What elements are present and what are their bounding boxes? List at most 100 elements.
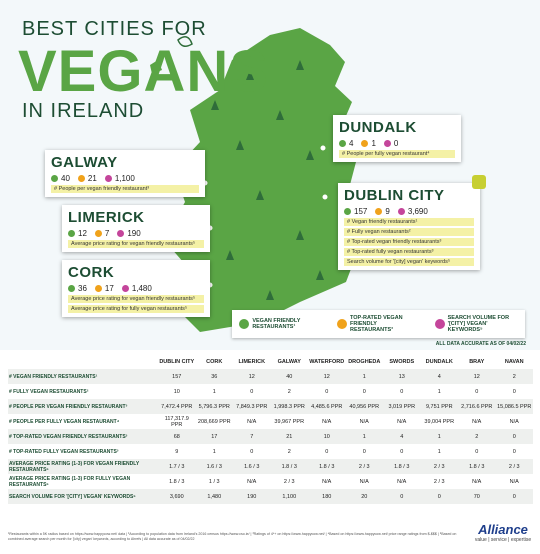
table-cell: 1 / 3 — [208, 478, 220, 485]
row-label: # TOP-RATED VEGAN FRIENDLY RESTAURANTS³ — [8, 429, 158, 444]
value-icon — [77, 175, 85, 183]
table-cell: 1.8 / 3 — [458, 459, 496, 474]
table-cell: N/A — [322, 478, 332, 485]
table-cell: 3,019 PPR — [383, 399, 421, 414]
column-header: CORK — [206, 358, 223, 365]
value-text: 9 — [385, 207, 390, 216]
value-item: 1,480 — [121, 284, 152, 293]
value-text: 7 — [104, 229, 110, 238]
table-cell: 1,998.3 PPR — [270, 399, 308, 414]
table-cell: 1 — [437, 388, 441, 395]
row-label: # PEOPLE PER FULLY VEGAN RESTAURANT⁴ — [9, 418, 120, 425]
legend-icon — [434, 319, 445, 329]
table-cell: 10 — [308, 429, 346, 444]
row-label: # TOP-RATED FULLY VEGAN RESTAURANTS³ — [9, 448, 119, 455]
table-row: # PEOPLE PER VEGAN FRIENDLY RESTAURANT³ 7… — [8, 399, 533, 414]
column-header: DROGHEDA — [348, 358, 381, 365]
value-text: 21 — [87, 174, 97, 183]
table-cell: 4 — [383, 429, 421, 444]
table-cell: 12 — [233, 369, 271, 384]
value-icon — [94, 230, 102, 238]
value-icon — [104, 175, 112, 183]
row-label: # PEOPLE PER VEGAN FRIENDLY RESTAURANT³ — [8, 399, 158, 414]
table-cell: 0 — [400, 388, 404, 395]
table-cell: 20 — [345, 489, 383, 504]
logo: Alliance value | service | expertise — [470, 522, 536, 543]
value-text: 40 — [61, 174, 70, 183]
value-icon — [344, 208, 351, 216]
value-item: 1,100 — [104, 174, 135, 183]
city-name: DUNDALK — [339, 119, 417, 136]
row-label: # FULLY VEGAN RESTAURANTS² — [9, 388, 89, 395]
value-icon — [339, 140, 346, 148]
city-card: DUBLIN CITY 157 9 3,690 # Vegan friendly res… — [338, 175, 486, 270]
legend: VEGAN FRIENDLY RESTAURANTS¹ TOP-RATED VEG… — [232, 310, 525, 338]
value-icon — [117, 230, 125, 238]
column-header: DUNDALK — [425, 358, 453, 365]
column-header: BRAY — [469, 358, 485, 365]
row-label: SEARCH VOLUME FOR '[CITY] VEGAN' KEYWORD… — [8, 489, 158, 504]
value-item: 36 — [68, 284, 87, 293]
legend-item: TOP-RATED VEGAN FRIENDLY RESTAURANTS³ — [336, 315, 420, 333]
table-cell: 1 — [345, 369, 383, 384]
table-cell: 4 — [420, 369, 458, 384]
table-cell: 70 — [458, 489, 496, 504]
table-cell: 2 / 3 — [283, 478, 295, 485]
city-card: LIMERICK 12 7 190 Average price rating for v… — [62, 205, 210, 252]
table-cell: N/A — [472, 418, 482, 425]
value-item: 0 — [383, 139, 399, 148]
data-table: DUBLIN CITY CORK LIMERICK GALWAY WATERFORD DR… — [8, 354, 533, 504]
value-icon — [361, 140, 369, 148]
table-cell: 3,690 — [158, 489, 196, 504]
table-cell: 17 — [195, 429, 233, 444]
table-cell: 1.8 / 3 — [308, 459, 346, 474]
table-cell: 10 — [173, 388, 180, 395]
table-cell: 1 — [212, 448, 216, 455]
table-wrap: DUBLIN CITY CORK LIMERICK GALWAY WATERFORD DR… — [8, 354, 533, 504]
table-cell: N/A — [359, 418, 369, 425]
table-cell: N/A — [359, 478, 369, 485]
table-cell: 12 — [308, 369, 346, 384]
table-cell: 2 / 3 — [420, 459, 458, 474]
value-icon — [94, 285, 102, 293]
legend-icon — [239, 319, 250, 329]
table-row: # VEGAN FRIENDLY RESTAURANTS¹ 157 36 12 40 12… — [8, 369, 533, 384]
table-cell: 0 — [420, 489, 458, 504]
table-cell: N/A — [472, 478, 482, 485]
city-values: 36 17 1,480 — [68, 284, 204, 293]
value-text: 1,480 — [131, 284, 152, 293]
table-cell: 1 — [437, 448, 441, 455]
table-cell: 1.8 / 3 — [169, 478, 185, 485]
trees — [211, 60, 324, 300]
city-name: CORK — [68, 264, 115, 281]
city-values: 157 9 3,690 — [344, 207, 474, 216]
table-cell: 0 — [475, 388, 479, 395]
city-values: 12 7 190 — [68, 229, 204, 238]
header-empty — [8, 354, 158, 369]
table-cell: N/A — [509, 478, 519, 485]
column-header: DUBLIN CITY — [159, 358, 195, 365]
table-cell: 15,086.5 PPR — [495, 399, 533, 414]
table-cell: 39,967 PPR — [274, 418, 305, 425]
column-header: GALWAY — [277, 358, 301, 365]
value-icon — [68, 285, 75, 293]
table-cell: 0 — [250, 388, 254, 395]
value-text: 0 — [393, 139, 399, 148]
table-cell: 2 — [458, 429, 496, 444]
value-item: 3,690 — [397, 207, 428, 216]
table-cell: 1 — [212, 388, 216, 395]
table-cell: 12 — [458, 369, 496, 384]
city-note: # Top-rated fully vegan restaurants³ — [344, 248, 474, 256]
table-cell: 0 — [495, 429, 533, 444]
legend-text: SEARCH VOLUME FOR '[CITY] VEGAN' KEYWORD… — [447, 315, 510, 333]
city-name: LIMERICK — [68, 209, 145, 226]
table-cell: 1.6 / 3 — [233, 459, 271, 474]
table-cell: 0 — [475, 448, 479, 455]
city-name: GALWAY — [51, 154, 118, 171]
table-cell: 1.8 / 3 — [270, 459, 308, 474]
column-header: SWORDS — [389, 358, 415, 365]
table-cell: 9,751 PPR — [420, 399, 458, 414]
value-item: 12 — [68, 229, 87, 238]
value-icon — [68, 230, 75, 238]
